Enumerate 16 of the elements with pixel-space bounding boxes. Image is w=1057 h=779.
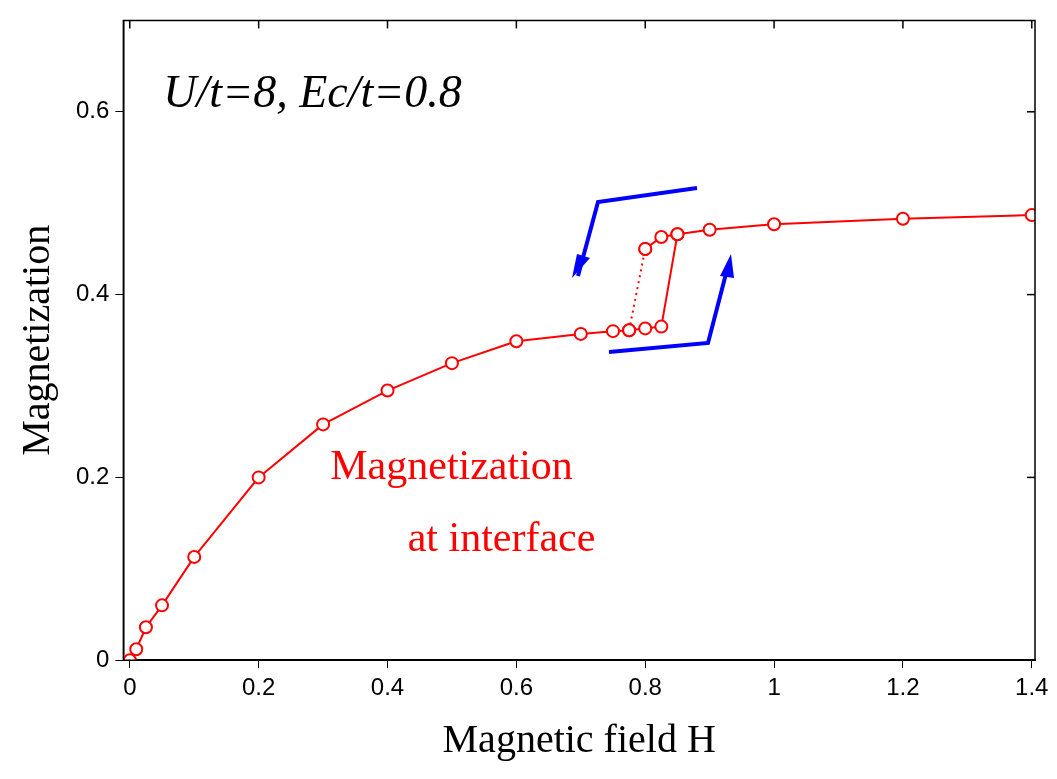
x-axis-title: Magnetic field H bbox=[442, 715, 716, 761]
x-tick-label: 1.2 bbox=[886, 673, 920, 701]
y-tick-label: 0.4 bbox=[75, 279, 110, 307]
x-tick-label: 0.4 bbox=[370, 673, 405, 701]
x-tick-label: 1 bbox=[767, 673, 781, 701]
annotation: Magnetization at interface bbox=[330, 442, 596, 561]
x-tick-label: 0.6 bbox=[499, 673, 534, 701]
x-tick-label: 0 bbox=[123, 673, 137, 701]
annotation: U/t=8, Ec/t=0.8 bbox=[163, 66, 462, 118]
y-tick-label: 0.2 bbox=[75, 462, 110, 490]
x-tick-label: 0.2 bbox=[241, 673, 276, 701]
y-tick-label: 0.6 bbox=[75, 96, 110, 124]
x-tick-label: 1.4 bbox=[1015, 673, 1049, 701]
y-axis-title: Magnetization bbox=[12, 224, 58, 456]
x-tick-label: 0.8 bbox=[628, 673, 662, 701]
y-tick-label: 0 bbox=[96, 644, 110, 672]
